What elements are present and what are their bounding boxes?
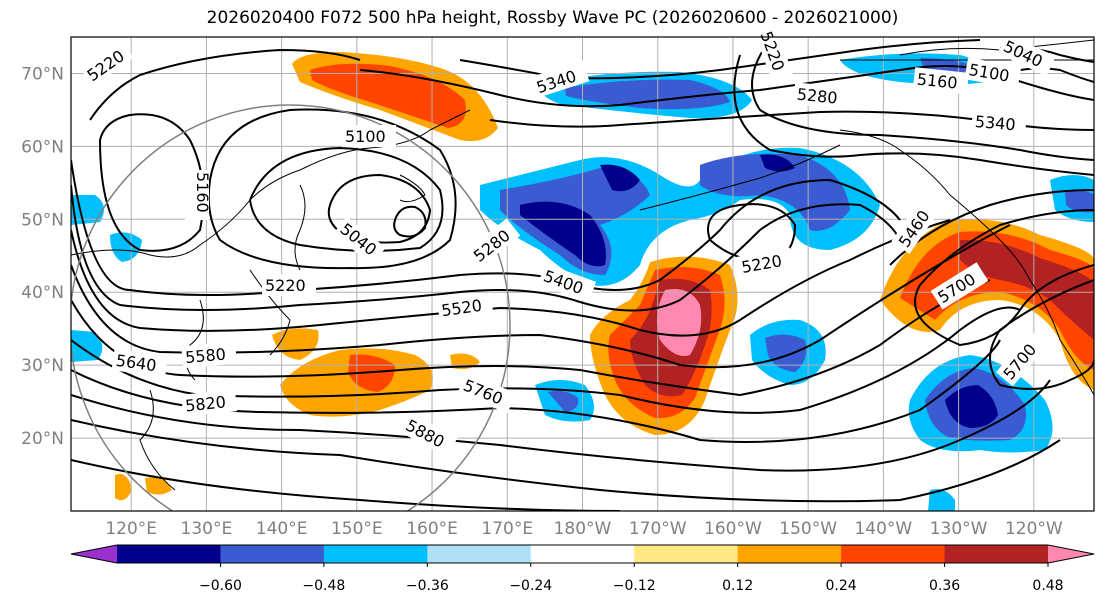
latitude-label: 70°N bbox=[21, 64, 64, 84]
longitude-label: 180°W bbox=[554, 519, 612, 539]
contour-label: 5220 bbox=[265, 276, 306, 295]
colorbar-tick-label: −0.36 bbox=[406, 578, 449, 594]
longitude-label: 170°E bbox=[481, 519, 533, 539]
map-title: 2026020400 F072 500 hPa height, Rossby W… bbox=[206, 8, 899, 28]
longitude-label: 120°W bbox=[1005, 519, 1063, 539]
colorbar-tick-label: −0.48 bbox=[302, 578, 345, 594]
colorbar-tick-label: 0.36 bbox=[929, 578, 960, 594]
colorbar-outline bbox=[70, 544, 1095, 564]
contour-label: 5160 bbox=[916, 70, 958, 93]
negative-anomaly-area bbox=[71, 330, 103, 362]
colorbar-under-extension bbox=[71, 545, 117, 563]
contour-label: 5280 bbox=[796, 85, 838, 108]
colorbar-swatch bbox=[944, 545, 1049, 563]
longitude-label: 160°E bbox=[406, 519, 458, 539]
longitude-label: 150°E bbox=[331, 519, 383, 539]
negative-anomaly-area bbox=[760, 154, 795, 172]
contour-label: 5580 bbox=[184, 345, 226, 367]
longitude-label: 130°W bbox=[930, 519, 988, 539]
colorbar-swatch bbox=[737, 545, 842, 563]
negative-anomaly-area bbox=[110, 232, 142, 262]
positive-anomaly-area bbox=[960, 239, 1094, 340]
colorbar-over-extension bbox=[1048, 545, 1094, 563]
latitude-labels: 70°N 60°N 50°N 40°N 30°N 20°N bbox=[21, 64, 64, 449]
graticule bbox=[71, 37, 1094, 511]
colorbar-tick-label: 0.24 bbox=[826, 578, 857, 594]
colorbar-swatch bbox=[634, 545, 739, 563]
colorbar-tick-label: −0.60 bbox=[199, 578, 242, 594]
positive-anomaly-area bbox=[115, 474, 132, 501]
negative-anomaly-area bbox=[520, 201, 606, 267]
latitude-label: 20°N bbox=[21, 429, 64, 449]
contour-label: 5100 bbox=[345, 127, 386, 146]
longitude-label: 160°W bbox=[704, 519, 762, 539]
contour-label: 5340 bbox=[974, 112, 1016, 134]
colorbar-swatch bbox=[117, 545, 221, 563]
colorbar: −0.60 −0.48 −0.36 −0.24 −0.12 0.12 0.24 0.36 0.4… bbox=[70, 544, 1095, 594]
range-circle bbox=[71, 104, 511, 511]
negative-anomaly-area bbox=[928, 489, 955, 511]
colorbar-swatch bbox=[841, 545, 946, 563]
longitude-labels: 120°E 130°E 140°E 150°E 160°E 170°E 180°W 170°W… bbox=[105, 519, 1063, 539]
contour-label: 5160 bbox=[193, 172, 212, 213]
latitude-label: 50°N bbox=[21, 210, 64, 230]
negative-anomaly-area bbox=[600, 164, 640, 192]
colorbar-tick-label: 0.12 bbox=[722, 578, 753, 594]
negative-anomaly-area bbox=[700, 153, 850, 231]
longitude-label: 120°E bbox=[105, 519, 157, 539]
latitude-label: 60°N bbox=[21, 137, 64, 157]
longitude-label: 170°W bbox=[629, 519, 687, 539]
longitude-label: 140°W bbox=[854, 519, 912, 539]
contour-label: 5820 bbox=[184, 392, 226, 415]
longitude-label: 130°E bbox=[181, 519, 233, 539]
contour-label: 5220 bbox=[740, 251, 783, 277]
negative-anomaly-area bbox=[565, 79, 730, 110]
negative-anomaly-area bbox=[548, 390, 579, 412]
negative-anomaly-area bbox=[1065, 190, 1094, 213]
positive-anomaly-area bbox=[348, 354, 395, 392]
latitude-label: 40°N bbox=[21, 283, 64, 303]
colorbar-swatch bbox=[323, 545, 428, 563]
colorbar-swatch bbox=[530, 545, 635, 563]
map-frame bbox=[70, 36, 1095, 512]
colorbar-tick-label: 0.48 bbox=[1032, 578, 1063, 594]
negative-anomaly-area bbox=[765, 334, 807, 372]
latitude-label: 30°N bbox=[21, 356, 64, 376]
colorbar-swatch bbox=[427, 545, 532, 563]
longitude-label: 150°W bbox=[779, 519, 837, 539]
longitude-label: 140°E bbox=[256, 519, 308, 539]
colorbar-tick-label: −0.24 bbox=[509, 578, 552, 594]
colorbar-swatch bbox=[220, 545, 325, 563]
colorbar-tick-label: −0.12 bbox=[613, 578, 656, 594]
coastlines bbox=[71, 39, 1094, 491]
